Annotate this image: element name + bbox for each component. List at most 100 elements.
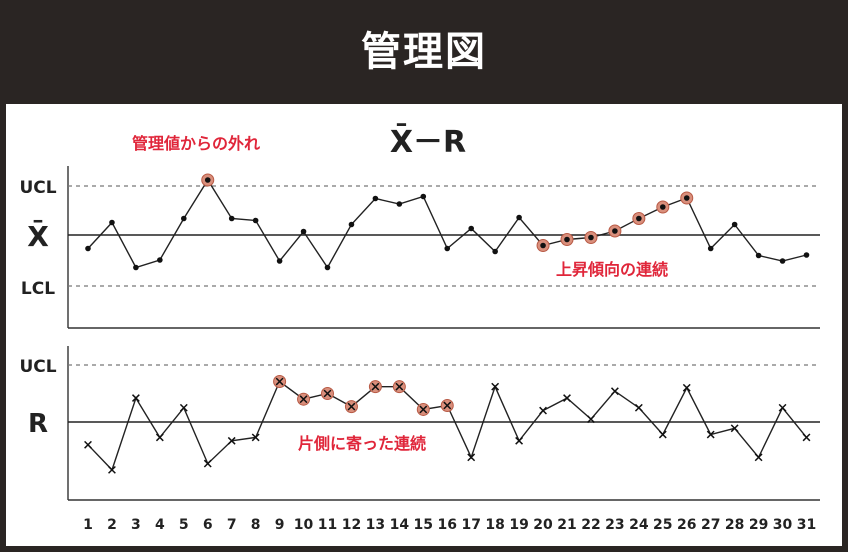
r-point-26 <box>682 383 691 392</box>
r-point-6 <box>203 459 212 468</box>
r-point-12 <box>347 402 356 411</box>
x-tick-label-26: 26 <box>677 517 696 533</box>
r-series <box>84 375 811 474</box>
r-point-18 <box>491 382 500 391</box>
x-tick-label-25: 25 <box>653 517 672 533</box>
x-tick-label-31: 31 <box>797 517 816 533</box>
r-point-29 <box>754 453 763 462</box>
r-point-7 <box>227 436 236 445</box>
x-tick-label-17: 17 <box>461 517 480 533</box>
annotation-one-side-run: 片側に寄った連続 <box>298 434 426 453</box>
r-point-13 <box>371 382 380 391</box>
xbar-point-11 <box>324 264 331 271</box>
x-tick-label-13: 13 <box>366 517 385 533</box>
x-tick-label-23: 23 <box>605 517 624 533</box>
xbar-point-9 <box>276 258 283 264</box>
r-point-20 <box>539 406 547 415</box>
chart-title: X̄－R <box>390 124 466 160</box>
xbar-point-2 <box>109 219 115 226</box>
annotation-upward-trend: 上昇傾向の連続 <box>556 260 668 279</box>
x-tick-label-24: 24 <box>629 517 649 533</box>
r-point-16 <box>443 401 452 410</box>
r-point-8 <box>251 433 260 442</box>
x-tick-label-20: 20 <box>533 517 553 533</box>
x-tick-label-16: 16 <box>438 517 457 533</box>
chart-panel <box>6 104 842 546</box>
r-point-3 <box>131 394 140 402</box>
xbar-point-27 <box>707 245 714 252</box>
x-tick-labels: 1 2 3 4 5 6 7 8 9 10 11 12 13 14 15 16 17 18 19 20 21 22 23 24 2… <box>83 517 816 533</box>
x-tick-label-6: 6 <box>203 517 213 533</box>
x-tick-label-15: 15 <box>414 517 433 533</box>
r-point-24 <box>634 403 643 412</box>
xbar-point-29 <box>755 252 762 259</box>
xbar-point-28 <box>731 221 738 228</box>
r-point-28 <box>730 424 739 433</box>
xbar-point-5 <box>181 215 187 222</box>
r-point-30 <box>778 403 787 412</box>
xbar-point-14 <box>396 201 403 207</box>
xbar-point-1 <box>85 245 91 252</box>
xbar-point-17 <box>468 225 475 232</box>
r-point-17 <box>467 453 476 462</box>
r-center-label: R <box>28 409 48 439</box>
xbar-point-25 <box>660 204 666 210</box>
xbar-point-8 <box>252 217 259 224</box>
x-tick-label-4: 4 <box>155 517 165 533</box>
xbar-line <box>87 178 807 269</box>
xbar-point-21 <box>564 236 570 243</box>
xbar-point-3 <box>133 264 139 271</box>
x-tick-label-5: 5 <box>179 517 189 533</box>
r-point-10 <box>299 395 308 404</box>
x-tick-label-27: 27 <box>701 517 720 533</box>
r-point-22 <box>587 415 595 424</box>
xbar-point-18 <box>492 248 498 255</box>
x-tick-label-11: 11 <box>318 517 337 533</box>
r-point-14 <box>395 382 404 391</box>
r-ucl-label: UCL <box>19 357 56 377</box>
page-title: 管理図 <box>361 29 487 75</box>
r-point-9 <box>275 377 284 386</box>
r-point-15 <box>419 405 428 414</box>
x-tick-label-9: 9 <box>275 517 285 533</box>
r-point-27 <box>706 430 715 439</box>
annotation-out-of-limit: 管理値からの外れ <box>132 134 260 153</box>
x-tick-label-14: 14 <box>390 517 410 533</box>
x-tick-label-7: 7 <box>227 517 237 533</box>
x-tick-label-12: 12 <box>342 517 361 533</box>
r-point-25 <box>658 430 667 439</box>
r-point-2 <box>108 465 116 474</box>
x-tick-label-30: 30 <box>773 517 793 533</box>
r-point-11 <box>323 389 332 398</box>
xbar-point-16 <box>444 245 451 252</box>
xbar-point-7 <box>228 215 235 222</box>
xbar-point-15 <box>420 193 427 200</box>
x-tick-label-1: 1 <box>83 517 93 533</box>
x-tick-label-10: 10 <box>294 517 314 533</box>
r-point-4 <box>155 433 164 442</box>
xbar-point-10 <box>300 228 307 235</box>
r-point-1 <box>84 440 92 449</box>
xbar-point-20 <box>540 242 546 249</box>
x-tick-label-3: 3 <box>131 517 141 533</box>
xbar-point-19 <box>516 214 522 221</box>
xbar-point-23 <box>612 228 618 234</box>
x-tick-label-8: 8 <box>251 517 261 533</box>
xbar-center-label: X̄ <box>27 219 49 253</box>
r-point-23 <box>610 387 619 396</box>
x-tick-label-21: 21 <box>557 517 576 533</box>
xbar-point-24 <box>636 215 642 222</box>
xbar-lcl-label: LCL <box>21 279 55 299</box>
xbar-point-13 <box>372 195 379 202</box>
xbar-point-26 <box>683 195 690 201</box>
r-line <box>87 380 808 472</box>
xbar-point-12 <box>348 221 355 228</box>
r-point-5 <box>179 403 188 412</box>
r-point-31 <box>802 433 811 442</box>
x-tick-label-2: 2 <box>107 517 117 533</box>
r-point-19 <box>515 436 524 445</box>
xbar-point-22 <box>588 234 594 241</box>
